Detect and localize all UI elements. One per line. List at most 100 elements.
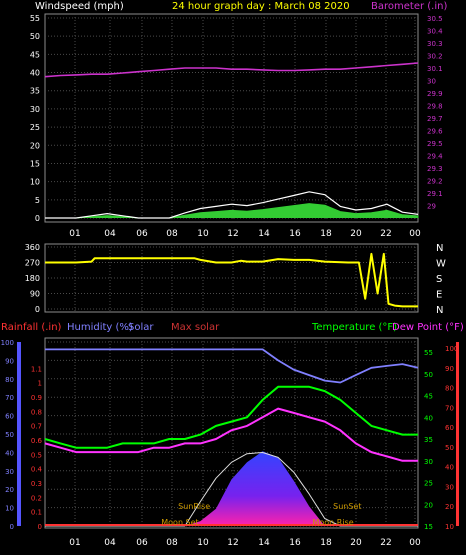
rainfall-tick-label: 0.8 xyxy=(31,408,42,416)
wind-hour-tick-label: 04 xyxy=(104,229,116,239)
wind-tick-label: 25 xyxy=(30,123,40,132)
rainfall-tick-label: 0.2 xyxy=(31,494,42,502)
rainfall-tick-label: 0.4 xyxy=(31,466,43,474)
wind-tick-label: 10 xyxy=(30,178,40,187)
moonset-label: Moon Set xyxy=(161,518,198,527)
wind-tick-label: 20 xyxy=(30,141,40,150)
temperature-hour-tick-label: 22 xyxy=(380,538,391,548)
rainfall-tick-label: 0.6 xyxy=(31,437,43,445)
solar-label: Solar xyxy=(128,322,154,333)
temperature-tick-label: 45 xyxy=(424,393,433,401)
dewpoint-tick-label: 20 xyxy=(445,503,454,511)
wind-hour-tick-label: 00 xyxy=(409,229,421,239)
wind-tick-label: 35 xyxy=(30,87,40,96)
wind-tick-label: 5 xyxy=(35,196,40,205)
barometer-tick-label: 30.2 xyxy=(427,53,443,61)
direction-tick-label: 90 xyxy=(30,290,40,299)
wind-tick-label: 50 xyxy=(30,32,40,41)
barometer-tick-label: 29.7 xyxy=(427,115,443,123)
wind-tick-label: 45 xyxy=(30,50,40,59)
solar-series-area xyxy=(45,451,418,526)
direction-tick-label: 270 xyxy=(25,259,40,268)
rainfall-tick-label: 1.1 xyxy=(31,365,42,373)
temperature-series-line xyxy=(44,385,418,449)
wind-hour-tick-label: 18 xyxy=(320,229,332,239)
compass-label: S xyxy=(436,274,442,285)
barometer-tick-label: 29.3 xyxy=(427,165,443,173)
wind-hour-tick-label: 12 xyxy=(227,229,238,239)
wind-tick-label: 40 xyxy=(30,69,40,78)
temperature-tick-label: 50 xyxy=(424,371,433,379)
wind-panel-frame xyxy=(44,13,419,223)
barometer-tick-label: 30.3 xyxy=(427,40,443,48)
temperature-hour-tick-label: 20 xyxy=(350,538,362,548)
humidity-tick-label: 100 xyxy=(1,339,14,347)
humidity-tick-label: 70 xyxy=(5,394,14,402)
sunrise-label: SunRise xyxy=(178,502,210,511)
dewpoint-tick-label: 30 xyxy=(445,483,454,491)
dewpoint-series-line xyxy=(44,407,418,462)
humidity-tick-label: 50 xyxy=(5,431,14,439)
humidity-tick-label: 30 xyxy=(5,468,14,476)
rainfall-tick-label: 0.3 xyxy=(31,480,42,488)
dewpoint-tick-label: 50 xyxy=(445,444,454,452)
temperature-hour-tick-label: 04 xyxy=(104,538,116,548)
barometer-tick-label: 30 xyxy=(427,78,436,86)
barometer-axis-label: Barometer (.in) xyxy=(371,1,447,12)
compass-label: W xyxy=(436,259,446,270)
moonrise-label: Moon Rise xyxy=(312,518,353,527)
temperature-hour-tick-label: 12 xyxy=(227,538,238,548)
rainfall-tick-label: 0.1 xyxy=(31,509,42,517)
barometer-tick-label: 29.6 xyxy=(427,128,443,136)
wind-hour-tick-label: 01 xyxy=(69,229,80,239)
dewpoint-tick-label: 80 xyxy=(445,385,454,393)
barometer-tick-label: 30.4 xyxy=(427,28,443,36)
wind-hour-tick-label: 22 xyxy=(380,229,391,239)
temperature-hour-tick-label: 16 xyxy=(289,538,301,548)
wind-tick-label: 55 xyxy=(30,14,40,23)
barometer-tick-label: 29.4 xyxy=(427,153,443,161)
dewpoint-tick-label: 60 xyxy=(445,424,454,432)
temperature-tick-label: 35 xyxy=(424,436,433,444)
humidity-tick-label: 20 xyxy=(5,486,14,494)
humidity-axis-label: Humidity (%) xyxy=(67,322,133,333)
temperature-tick-label: 15 xyxy=(424,523,433,531)
wind-tick-label: 15 xyxy=(30,159,40,168)
wind-hour-tick-label: 10 xyxy=(197,229,209,239)
humidity-axis-bar xyxy=(17,342,21,526)
temperature-hour-tick-label: 06 xyxy=(136,538,148,548)
temperature-hour-tick-label: 01 xyxy=(69,538,80,548)
wind-hour-tick-label: 08 xyxy=(166,229,178,239)
humidity-tick-label: 80 xyxy=(5,376,14,384)
dewpoint-tick-label: 10 xyxy=(445,523,454,531)
barometer-tick-label: 29.9 xyxy=(427,90,443,98)
temperature-hour-tick-label: 00 xyxy=(409,538,421,548)
wind-hour-tick-label: 06 xyxy=(136,229,148,239)
windspeed-series-line xyxy=(45,191,419,219)
direction-tick-label: 360 xyxy=(25,243,40,252)
rainfall-tick-label: 0.9 xyxy=(31,394,42,402)
temperature-tick-label: 55 xyxy=(424,349,433,357)
dewpoint-tick-label: 90 xyxy=(445,365,454,373)
max-solar-label: Max solar xyxy=(171,322,220,333)
wind-direction-series-line xyxy=(45,252,418,308)
direction-tick-label: 0 xyxy=(35,305,40,314)
rainfall-tick-label: 1 xyxy=(38,380,42,388)
compass-label: N xyxy=(436,243,443,254)
wind-average-fill xyxy=(45,203,419,219)
temperature-hour-tick-label: 14 xyxy=(258,538,270,548)
wind-hour-tick-label: 20 xyxy=(350,229,362,239)
temperature-hour-tick-label: 18 xyxy=(320,538,332,548)
temperature-hour-tick-label: 08 xyxy=(166,538,178,548)
temperature-tick-label: 20 xyxy=(424,501,433,509)
humidity-tick-label: 60 xyxy=(5,413,14,421)
humidity-tick-label: 0 xyxy=(10,523,14,531)
dewpoint-axis-label: Dew Point (°F) xyxy=(392,322,464,333)
windspeed-axis-label: Windspeed (mph) xyxy=(35,1,124,12)
barometer-tick-label: 30.5 xyxy=(427,15,443,23)
temperature-panel-frame xyxy=(44,337,419,529)
barometer-tick-label: 29.1 xyxy=(427,190,443,198)
temperature-axis-label: Temperature (°F) xyxy=(311,322,397,333)
